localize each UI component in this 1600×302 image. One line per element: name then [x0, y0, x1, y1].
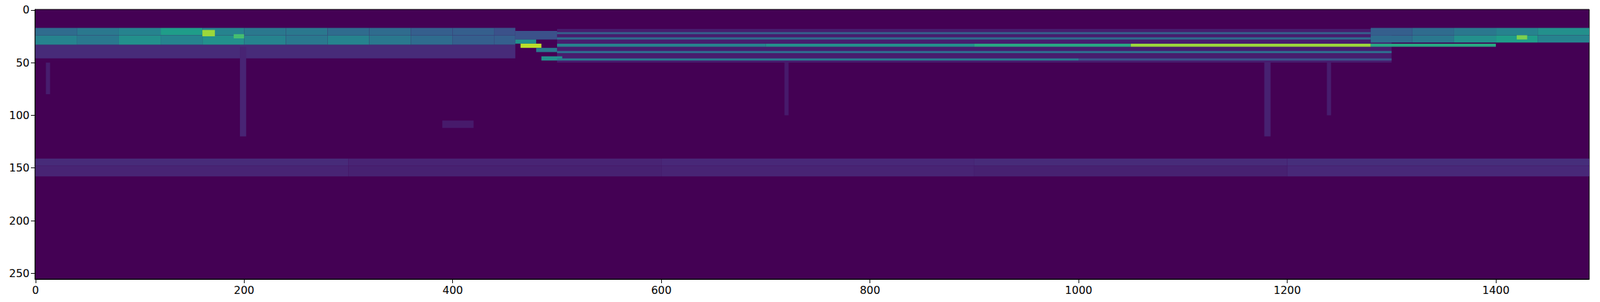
svg-text:250: 250: [8, 266, 30, 280]
svg-text:1200: 1200: [1273, 283, 1301, 297]
svg-text:0: 0: [32, 283, 39, 297]
svg-text:100: 100: [8, 108, 30, 122]
svg-text:150: 150: [8, 161, 30, 175]
svg-text:50: 50: [16, 56, 30, 70]
svg-text:800: 800: [859, 283, 881, 297]
svg-text:1400: 1400: [1482, 283, 1510, 297]
svg-text:200: 200: [8, 214, 30, 228]
svg-text:0: 0: [22, 3, 30, 17]
svg-text:1000: 1000: [1065, 283, 1093, 297]
svg-text:600: 600: [651, 283, 672, 297]
svg-text:400: 400: [442, 283, 463, 297]
svg-text:200: 200: [233, 283, 255, 297]
